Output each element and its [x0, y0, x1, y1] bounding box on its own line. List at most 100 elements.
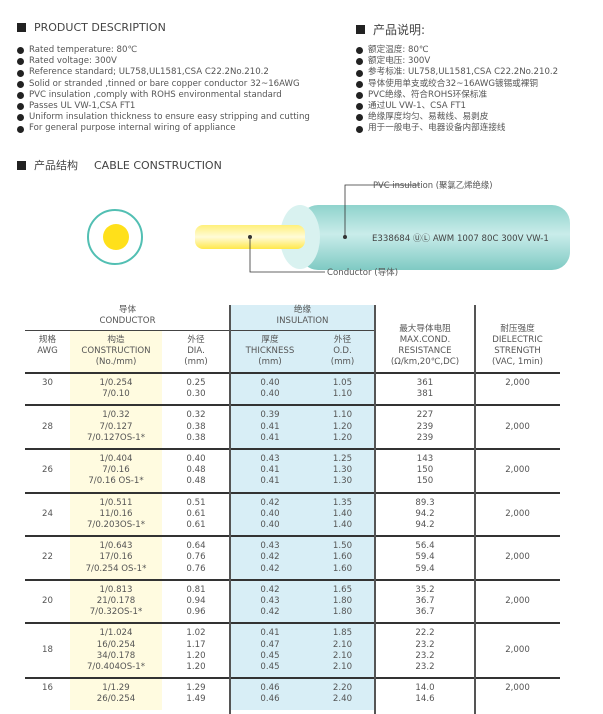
cell-dielectric: 2,000 [475, 581, 560, 623]
cell-thickness: 0.40 0.40 [230, 374, 310, 404]
cell-value: 2,000 [505, 596, 530, 607]
list-item-text: 用于一般电子、电器设备内部连接线 [368, 123, 506, 134]
header-resistance: 最大导体电阻 MAX.COND. RESISTANCE (Ω/km,20℃,DC) [390, 324, 460, 367]
cell-resistance: 56.4 59.4 59.4 [375, 537, 475, 579]
cell-dielectric: 2,000 [475, 679, 560, 709]
cell-construction: 1/0.813 21/0.178 7/0.32OS-1* [70, 581, 162, 623]
cell-line: 7/0.254 OS-1* [85, 563, 147, 574]
cell-od: 1.05 1.10 [310, 374, 375, 404]
cell-od: 1.25 1.30 1.30 [310, 450, 375, 492]
cell-line: 0.42 [260, 563, 280, 574]
list-item: Rated voltage: 300V [17, 56, 310, 67]
cell-value: 26 [42, 465, 53, 476]
cell-line: 7/0.16 [102, 465, 130, 476]
cell-line: 1.50 [332, 541, 353, 552]
cell-line: 59.4 [415, 552, 435, 563]
cell-resistance: 143 150 150 [375, 450, 475, 492]
cell-awg: 24 [25, 494, 70, 536]
bullet-icon [356, 58, 363, 66]
cell-line: 1.40 [332, 508, 353, 519]
bullet-icon [17, 114, 24, 122]
cell-dia: 0.51 0.61 0.61 [162, 494, 230, 536]
cell-od: 1.50 1.60 1.60 [310, 537, 375, 579]
cell-line: 0.42 [260, 497, 280, 508]
cell-thickness: 0.43 0.42 0.42 [230, 537, 310, 579]
list-item-text: Rated voltage: 300V [29, 56, 117, 67]
cell-line: 0.38 [186, 421, 206, 432]
list-item-text: 绝缘厚度均匀、易裁线、易剥皮 [368, 112, 489, 123]
cell-value: 2,000 [505, 378, 530, 388]
conductor-label: Conductor (导体) [327, 268, 399, 278]
cell-line: 1.17 [186, 639, 206, 650]
cell-line: 0.38 [186, 432, 206, 443]
list-item-text: Rated temperature: 80℃ [29, 45, 138, 55]
cell-line: 0.40 [186, 454, 206, 465]
bullet-icon [356, 47, 363, 55]
cell-awg: 28 [25, 406, 70, 448]
spec-table: 导体 CONDUCTOR 绝缘 INSULATION 规格 AWG 构造 CONSTRU… [25, 300, 560, 710]
cell-line: 1.80 [332, 596, 353, 607]
cell-line: 1/0.32 [102, 410, 130, 421]
description-en-list: Rated temperature: 80℃ Rated voltage: 300… [17, 45, 310, 135]
cell-line: 94.2 [415, 508, 435, 519]
cell-line: 0.40 [260, 520, 280, 531]
cell-awg: 26 [25, 450, 70, 492]
cell-line: 0.41 [260, 432, 280, 443]
cell-line: 1.20 [332, 432, 353, 443]
bullet-icon [17, 125, 24, 133]
cell-line: 150 [416, 476, 434, 487]
cell-line: 0.76 [186, 563, 206, 574]
cell-resistance: 22.2 23.2 23.2 23.2 [375, 624, 475, 677]
cell-value: 2,000 [505, 421, 530, 432]
cell-dia: 0.40 0.48 0.48 [162, 450, 230, 492]
cell-line: 26/0.254 [96, 694, 136, 705]
cell-thickness: 0.46 0.46 [230, 679, 310, 709]
table-row: 16 1/1.29 26/0.254 1.29 1.49 0.46 0.46 2.20 2.40… [25, 677, 560, 709]
cell-dielectric: 2,000 [475, 624, 560, 677]
table-header: 导体 CONDUCTOR 绝缘 INSULATION 规格 AWG 构造 CONSTRU… [25, 300, 560, 372]
table-body: 30 1/0.254 7/0.10 0.25 0.30 0.40 0.40 1.05 1.10 3… [25, 372, 560, 710]
cell-line: 0.43 [260, 454, 280, 465]
cell-line: 56.4 [415, 541, 435, 552]
cell-resistance: 361 381 [375, 374, 475, 404]
cell-line: 1.60 [332, 563, 353, 574]
list-item: 额定温度: 80℃ [356, 45, 558, 56]
cell-line: 0.40 [260, 389, 280, 400]
cell-line: 227 [416, 410, 434, 421]
list-item: Rated temperature: 80℃ [17, 45, 310, 56]
table-row: 26 1/0.404 7/0.16 7/0.16 OS-1* 0.40 0.48 0.48 0… [25, 448, 560, 492]
cell-dia: 0.25 0.30 [162, 374, 230, 404]
list-item-text: Reference standard; UL758,UL1581,CSA C22… [29, 67, 269, 78]
header-dielectric: 耐压强度 DIELECTRIC STRENGTH (VAC, 1min) [492, 324, 543, 367]
cell-line: 0.43 [260, 596, 280, 607]
cell-line: 0.46 [260, 683, 280, 694]
bullet-icon [17, 47, 24, 55]
cell-od: 2.20 2.40 [310, 679, 375, 709]
cell-dia: 1.02 1.17 1.20 1.20 [162, 624, 230, 677]
square-bullet-icon [356, 25, 365, 34]
cross-section [87, 209, 143, 265]
cell-line: 2.10 [332, 662, 353, 673]
cell-line: 0.64 [186, 541, 206, 552]
cell-line: 0.45 [260, 662, 280, 673]
cell-construction: 1/1.024 16/0.254 34/0.178 7/0.404OS-1* [70, 624, 162, 677]
cell-line: 1/1.29 [102, 683, 130, 694]
table-row: 28 1/0.32 7/0.127 7/0.127OS-1* 0.32 0.38 0.38 0… [25, 404, 560, 448]
cell-line: 7/0.127 [99, 421, 133, 432]
cell-line: 150 [416, 465, 434, 476]
cell-line: 2.20 [332, 683, 353, 694]
cell-value: 2,000 [505, 465, 530, 476]
cell-resistance: 14.0 14.6 [375, 679, 475, 709]
header-thickness: 厚度 THICKNESS (mm) [245, 335, 295, 367]
cell-line: 59.4 [415, 563, 435, 574]
product-description-cn-title: 产品说明: [356, 21, 425, 38]
cell-line: 1/0.813 [99, 584, 133, 595]
cell-thickness: 0.39 0.41 0.41 [230, 406, 310, 448]
cell-line: 17/0.16 [99, 552, 133, 563]
list-item-text: PVC insulation ,comply with ROHS environ… [29, 89, 282, 100]
cell-line: 7/0.127OS-1* [86, 432, 146, 443]
cell-line: 1.30 [332, 465, 353, 476]
cell-line: 2.10 [332, 639, 353, 650]
cell-line: 1/1.024 [99, 628, 133, 639]
